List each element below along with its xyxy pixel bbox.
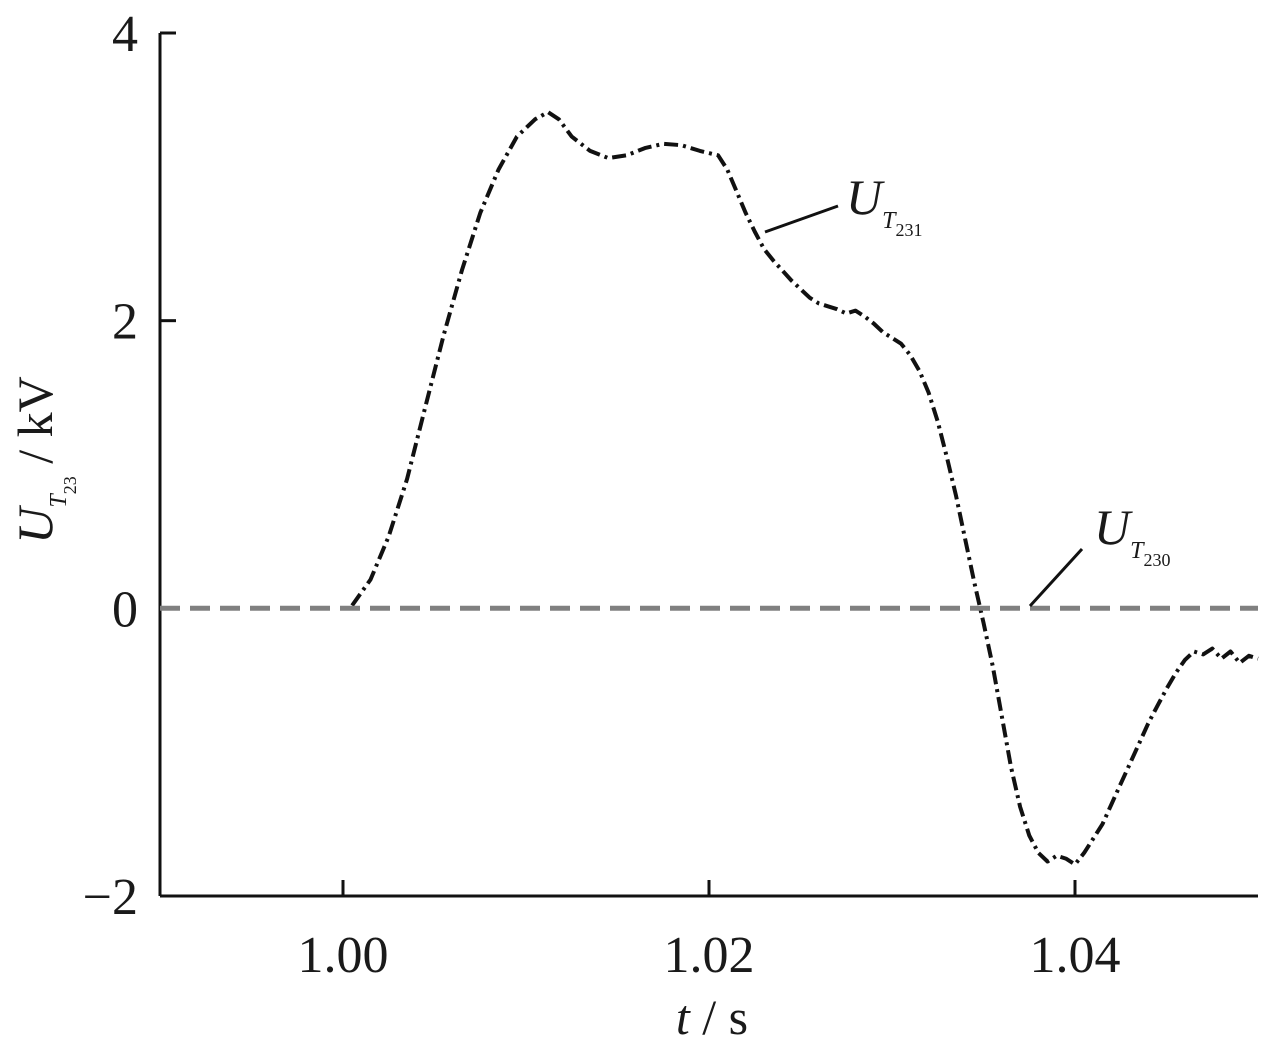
y-axis-var: U: [7, 505, 63, 544]
series-label-230: UT230: [1094, 499, 1170, 570]
y-axis-subsub: 23: [60, 476, 80, 494]
axes: [158, 31, 1258, 898]
y-axis-title: UT23 / kV: [7, 376, 80, 543]
series-layer: [160, 110, 1259, 867]
series-label-230-main: U: [1094, 499, 1133, 555]
series-label-leader-231: [764, 204, 839, 234]
series-line-ut231: [350, 110, 1259, 867]
x-tick-label: 1.02: [664, 927, 755, 984]
series-label-231-sub: T: [882, 208, 897, 234]
x-axis-title: t / s: [676, 989, 748, 1045]
y-tick-label: 0: [112, 581, 138, 638]
series-label-230-sub: T: [1130, 538, 1145, 564]
y-tick-label: 4: [112, 6, 138, 63]
y-tick-label: 2: [112, 294, 138, 351]
x-axis-var: t: [676, 989, 691, 1045]
y-axis-sub: T: [46, 493, 72, 508]
series-label-230-subsub: 230: [1143, 550, 1170, 570]
series-label-231-subsub: 231: [895, 220, 922, 240]
x-tick-label: 1.04: [1030, 927, 1121, 984]
series-label-231: UT231: [846, 169, 922, 240]
svg-text:UT23 / kV: UT23 / kV: [7, 376, 80, 543]
y-tick-label: −2: [83, 869, 138, 926]
x-axis-unit: / s: [690, 989, 748, 1045]
y-axis-unit: / kV: [7, 376, 63, 476]
x-tick-label: 1.00: [298, 927, 389, 984]
series-label-231-main: U: [846, 169, 885, 225]
tick-labels: −2 0 2 4 1.00 1.02 1.04: [83, 6, 1121, 984]
series-label-leader-230: [1028, 547, 1084, 608]
